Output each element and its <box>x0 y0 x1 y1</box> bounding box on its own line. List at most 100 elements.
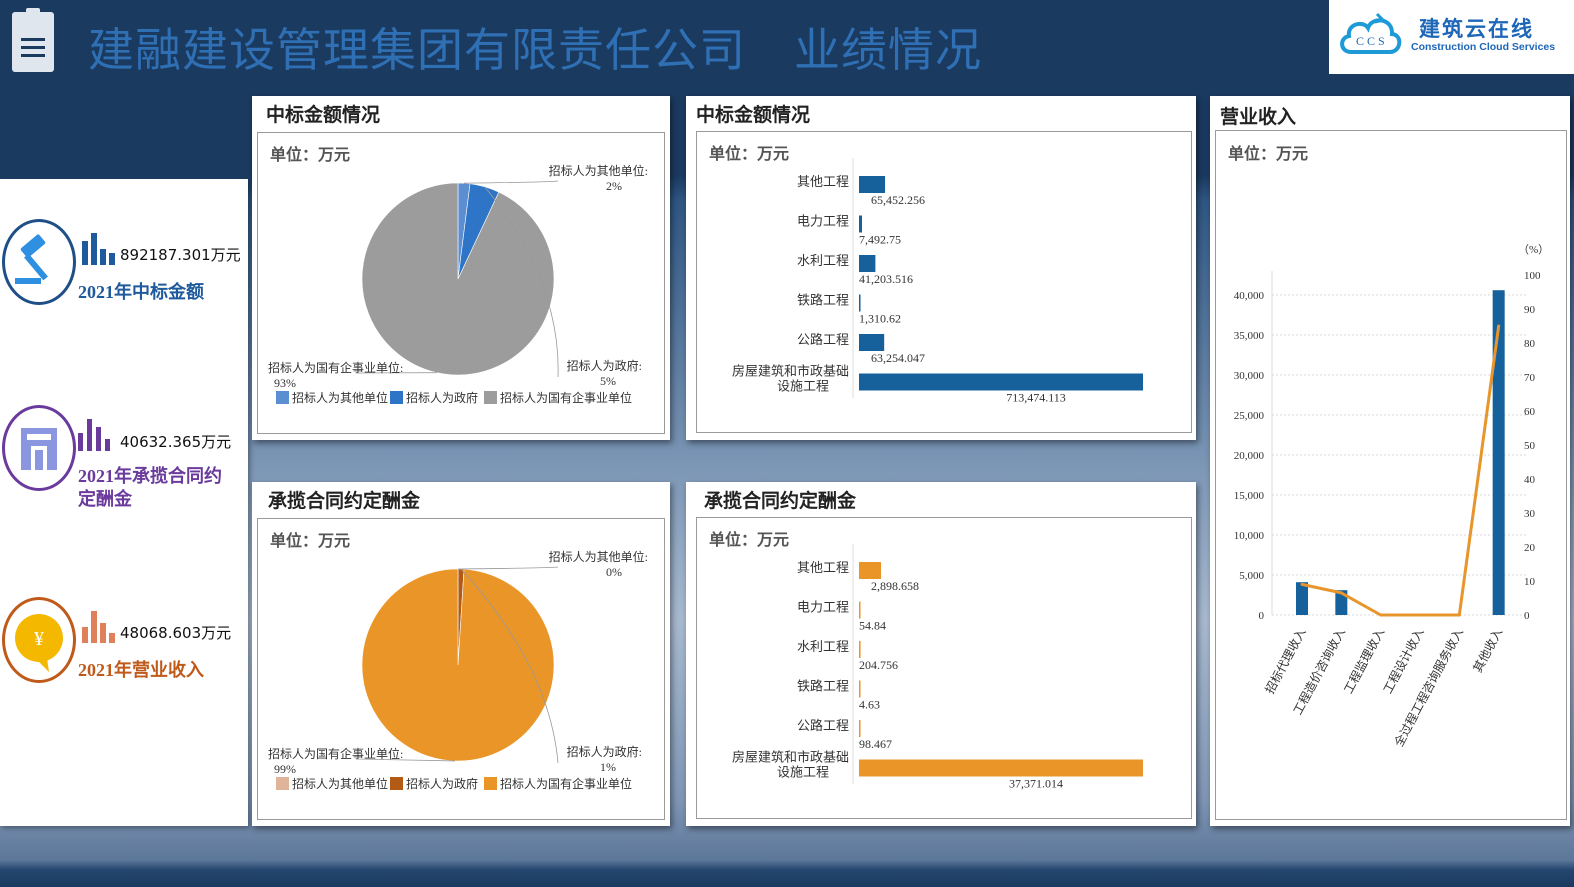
bar <box>1335 590 1348 615</box>
pie-chart-bid: 招标人为其他单位:2% 招标人为政府:5% 招标人为国有企事业单位:93%招标人为其… <box>268 163 648 405</box>
category-label: 水利工程 <box>797 639 849 654</box>
kpi-contract-fee: 40632.365万元 2021年承揽合同约定酬金 <box>0 405 248 509</box>
bar <box>1492 290 1505 615</box>
unit-label: 单位：万元 <box>270 147 351 164</box>
kpi-value: 48068.603万元 <box>120 624 232 642</box>
category-label: 设施工程 <box>777 379 829 394</box>
bar-panel-fee: 承揽合同约定酬金 单位：万元 其他工程 2,898.658 电力工程 54.84 水利工… <box>686 482 1196 826</box>
x-tick-label: 全过程工程咨询服务收入 <box>1391 625 1466 749</box>
data-label: 713,474.113 <box>1006 391 1066 405</box>
legend-swatch <box>484 777 497 790</box>
gavel-icon <box>2 219 76 305</box>
page-title: 建融建设管理集团有限责任公司 业绩情况 <box>88 14 982 80</box>
line-point <box>1418 613 1422 617</box>
callout-label: 招标人为政府: <box>567 744 642 759</box>
callout-line <box>464 180 559 184</box>
callout-label: 2% <box>606 179 622 193</box>
bar <box>859 294 861 312</box>
y2-tick-label: 20 <box>1524 542 1536 554</box>
data-label: 41,203.516 <box>859 272 913 286</box>
legend-label: 招标人为国有企事业单位 <box>500 776 632 791</box>
category-label: 公路工程 <box>797 332 849 347</box>
series-line <box>1301 325 1501 617</box>
category-label: 设施工程 <box>777 765 829 780</box>
callout-label: 93% <box>274 376 296 390</box>
y2-tick-label: 70 <box>1524 372 1536 384</box>
data-label: 65,452.256 <box>871 193 925 207</box>
category-label: 其他工程 <box>797 174 849 189</box>
legend-swatch <box>484 391 497 404</box>
legend-label: 招标人为政府 <box>406 776 478 791</box>
callout-line <box>484 186 559 378</box>
top-bar: 建融建设管理集团有限责任公司 业绩情况 CCS 建筑云在线 Constructio… <box>0 0 1574 92</box>
kpi-value: 892187.301万元 <box>120 246 241 264</box>
legend-label: 招标人为其他单位 <box>292 776 388 791</box>
svg-text:¥: ¥ <box>34 628 44 650</box>
bar <box>859 641 861 658</box>
bar <box>859 255 876 272</box>
callout-line <box>357 758 455 762</box>
y-tick-label: 10,000 <box>1234 530 1265 542</box>
line-point <box>1497 324 1501 328</box>
legend-swatch <box>276 777 289 790</box>
menu-icon-line <box>21 54 45 57</box>
bar <box>859 215 862 233</box>
data-label: 1,310.62 <box>859 312 901 326</box>
revenue-combo-chart: 0 5,000 10,000 15,000 20,000 25,000 30,000 35,0… <box>1234 243 1549 749</box>
category-label: 房屋建筑和市政基础 <box>732 364 849 379</box>
legend-swatch <box>276 391 289 404</box>
chart-frame: 单位：万元 招标人为其他单位: 2% 招标人为政府: 5% 招标人为国有企事业单位: 93… <box>257 132 665 434</box>
panel-title: 营业收入 <box>1220 107 1297 128</box>
data-label: 2,898.658 <box>871 579 919 593</box>
line-point <box>1457 613 1461 617</box>
line-point <box>1339 591 1343 595</box>
kpi-revenue: ¥ 48068.603万元 2021年营业收入 <box>0 597 248 697</box>
category-label: 电力工程 <box>797 600 849 615</box>
kpi-panel: 892187.301万元 2021年中标金额 40632.365万元 2021年… <box>0 179 248 826</box>
menu-button[interactable] <box>12 8 54 72</box>
kpi-label: 2021年承揽合同约定酬金 <box>78 466 222 509</box>
y2-tick-label: 50 <box>1524 440 1536 452</box>
category-label: 电力工程 <box>797 214 849 229</box>
cloud-logo-icon: CCS <box>1340 12 1402 54</box>
y-tick-label: 15,000 <box>1234 490 1265 502</box>
bar <box>859 601 861 619</box>
chart-frame: 单位：万元 其他工程 2,898.658 电力工程 54.84 水利工程 204.756 铁… <box>696 517 1192 819</box>
category-label: 公路工程 <box>797 718 849 733</box>
bar <box>859 759 1143 777</box>
y2-tick-label: 100 <box>1524 270 1541 282</box>
revenue-panel: 营业收入 单位：万元 0 5,000 10,000 15,000 20,000 25,00… <box>1210 96 1570 826</box>
x-tick-label: 其他收入 <box>1470 626 1505 675</box>
x-tick-label: 招标代理收入 <box>1262 626 1308 696</box>
bar-chart-fee: 其他工程 2,898.658 电力工程 54.84 水利工程 204.756 铁路工程 4.6… <box>732 544 1143 791</box>
y-tick-label: 30,000 <box>1234 370 1265 382</box>
kpi-label: 2021年营业收入 <box>78 660 204 680</box>
data-label: 7,492.75 <box>859 233 901 247</box>
data-label: 98.467 <box>859 737 892 751</box>
y2-tick-label: 80 <box>1524 338 1536 350</box>
bar <box>859 562 882 579</box>
legend-swatch <box>390 777 403 790</box>
kpi-value: 40632.365万元 <box>120 433 232 451</box>
category-label: 水利工程 <box>797 253 849 268</box>
data-label: 37,371.014 <box>1009 777 1063 791</box>
chart-frame: 单位：万元 其他工程 65,452.256 电力工程 7,492.75 水利工程 41,2… <box>696 131 1192 433</box>
callout-label: 1% <box>600 760 616 774</box>
callout-label: 招标人为国有企事业单位: <box>268 746 403 761</box>
brand-logo: CCS 建筑云在线 Construction Cloud Services <box>1329 0 1574 74</box>
x-tick-label: 工程监理收入 <box>1340 625 1387 696</box>
y-tick-label: 5,000 <box>1239 570 1264 582</box>
y-tick-label: 20,000 <box>1234 450 1265 462</box>
unit-label: 单位：万元 <box>709 532 790 549</box>
callout-label: 0% <box>606 565 622 579</box>
y-tick-label: 25,000 <box>1234 410 1265 422</box>
bar-chart-icon <box>82 611 115 643</box>
y2-tick-label: 30 <box>1524 508 1536 520</box>
legend-label: 招标人为政府 <box>406 390 478 405</box>
category-label: 铁路工程 <box>797 293 849 308</box>
chart-frame: 单位：万元 招标人为其他单位: 0% 招标人为政府: 1% 招标人为国有企事业单位: 99… <box>257 518 665 820</box>
callout-line <box>457 566 559 570</box>
data-label: 54.84 <box>859 619 886 633</box>
panel-title: 承揽合同约定酬金 <box>704 491 857 512</box>
callout-label: 招标人为政府: <box>567 358 642 373</box>
